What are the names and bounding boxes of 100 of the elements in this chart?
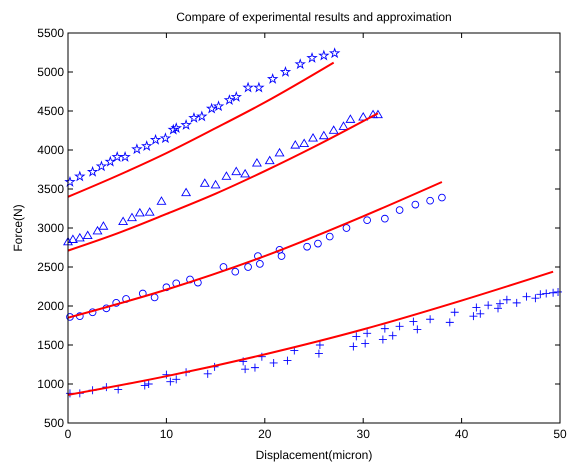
y-tick-label: 3500 bbox=[37, 182, 64, 196]
line-series bbox=[67, 62, 335, 198]
point bbox=[75, 233, 84, 242]
point bbox=[502, 295, 512, 304]
point bbox=[166, 377, 175, 386]
point bbox=[112, 152, 122, 162]
point bbox=[144, 380, 154, 388]
point bbox=[150, 134, 160, 144]
point bbox=[360, 338, 370, 348]
point bbox=[145, 208, 154, 216]
point bbox=[172, 374, 181, 384]
point bbox=[254, 252, 262, 260]
point bbox=[189, 112, 199, 122]
point bbox=[494, 304, 502, 313]
point bbox=[98, 222, 108, 230]
point bbox=[122, 295, 130, 303]
point bbox=[231, 268, 240, 276]
point bbox=[231, 92, 242, 102]
point bbox=[536, 290, 545, 299]
point bbox=[368, 110, 378, 118]
x-tick-label: 20 bbox=[258, 427, 272, 441]
point bbox=[512, 298, 522, 308]
point bbox=[222, 172, 232, 180]
point bbox=[203, 369, 212, 378]
point bbox=[342, 224, 350, 232]
point bbox=[438, 194, 446, 202]
point bbox=[140, 381, 150, 390]
point bbox=[88, 308, 96, 316]
point bbox=[269, 358, 278, 368]
point bbox=[496, 299, 504, 308]
point bbox=[240, 169, 250, 178]
y-axis-title: Force(N) bbox=[11, 204, 25, 252]
point bbox=[65, 176, 75, 186]
point bbox=[358, 112, 368, 120]
x-tick-label: 50 bbox=[553, 427, 567, 441]
y-tick-label: 4500 bbox=[37, 104, 64, 118]
x-axis-title: Displacement(micron) bbox=[256, 448, 372, 462]
point bbox=[92, 226, 102, 234]
point bbox=[484, 300, 493, 310]
point bbox=[352, 332, 361, 341]
point bbox=[240, 364, 250, 374]
point bbox=[127, 213, 137, 222]
point bbox=[112, 299, 120, 307]
point bbox=[278, 252, 286, 260]
point bbox=[197, 111, 207, 121]
point bbox=[530, 294, 540, 303]
point bbox=[280, 66, 290, 76]
line-series bbox=[67, 270, 554, 396]
point bbox=[181, 188, 191, 196]
point bbox=[274, 148, 284, 156]
point bbox=[542, 289, 551, 298]
y-tick-label: 5000 bbox=[37, 65, 64, 79]
point bbox=[156, 196, 166, 205]
point bbox=[257, 352, 266, 362]
point bbox=[76, 312, 84, 320]
point bbox=[346, 114, 356, 123]
y-tick-label: 1000 bbox=[37, 377, 64, 391]
point bbox=[295, 59, 306, 68]
point bbox=[380, 324, 390, 334]
y-tick-label: 4000 bbox=[37, 143, 64, 157]
point bbox=[243, 82, 253, 92]
point bbox=[445, 318, 454, 327]
point bbox=[338, 122, 348, 130]
point bbox=[426, 196, 434, 205]
point bbox=[265, 156, 274, 164]
point bbox=[74, 171, 85, 181]
x-tick-label: 10 bbox=[160, 427, 174, 441]
point bbox=[378, 335, 388, 344]
point bbox=[308, 133, 318, 142]
point bbox=[102, 304, 110, 312]
point bbox=[88, 166, 98, 176]
point bbox=[282, 356, 292, 366]
point bbox=[408, 317, 418, 326]
y-tick-label: 2000 bbox=[37, 299, 64, 313]
point bbox=[142, 141, 152, 150]
point bbox=[254, 82, 264, 92]
point bbox=[468, 312, 478, 321]
point bbox=[326, 232, 334, 240]
point bbox=[250, 363, 260, 372]
point bbox=[206, 104, 216, 113]
point bbox=[388, 331, 398, 340]
point bbox=[105, 156, 116, 166]
point bbox=[412, 324, 422, 334]
point bbox=[186, 276, 194, 284]
point bbox=[220, 263, 228, 271]
point bbox=[548, 288, 558, 298]
point bbox=[554, 288, 562, 296]
point bbox=[224, 95, 234, 104]
point bbox=[373, 110, 383, 118]
point bbox=[329, 126, 338, 134]
point bbox=[135, 208, 144, 216]
point bbox=[256, 260, 264, 268]
point bbox=[200, 178, 210, 187]
point bbox=[120, 152, 130, 162]
point bbox=[171, 123, 182, 132]
point bbox=[252, 158, 262, 167]
point bbox=[450, 308, 460, 317]
point bbox=[132, 144, 142, 154]
point bbox=[314, 240, 322, 248]
point bbox=[63, 237, 73, 246]
